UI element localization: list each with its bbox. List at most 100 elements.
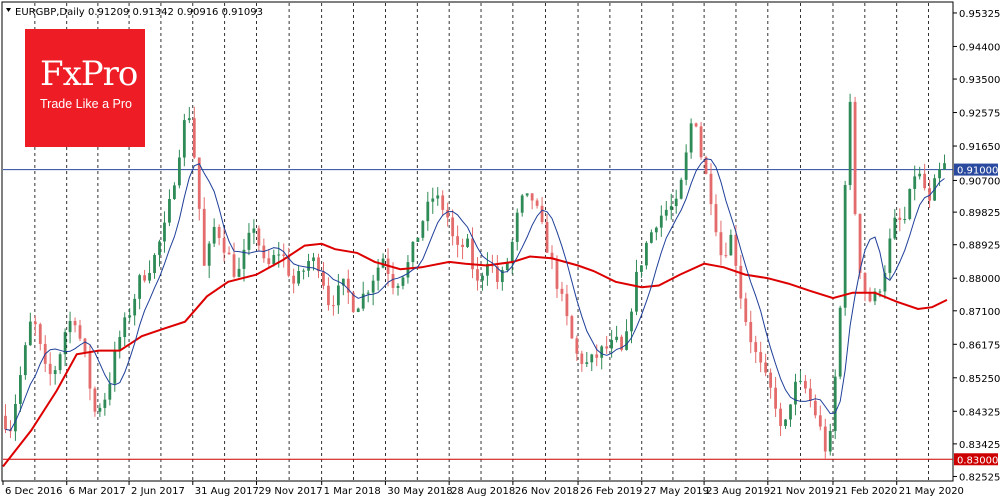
x-tick-label: 6 Dec 2016: [5, 486, 63, 497]
candle-body: [878, 291, 882, 293]
candle-body: [863, 273, 867, 294]
candle-body: [168, 198, 171, 223]
candle-body: [426, 201, 430, 222]
candle-body: [714, 204, 718, 233]
candle-body: [739, 265, 743, 299]
candle-body: [282, 254, 286, 256]
y-tick-label: 0.88925: [959, 241, 1000, 252]
candle-body: [575, 338, 579, 354]
y-tick-label: 0.93500: [959, 75, 1000, 86]
x-tick-label: 26 Feb 2019: [580, 486, 642, 497]
y-tick-label: 0.83425: [959, 440, 1000, 451]
candle-body: [565, 293, 569, 317]
candle-body: [898, 217, 902, 220]
candle-body: [853, 101, 857, 214]
y-tick-label: 0.95325: [959, 9, 1000, 20]
candle-body: [600, 346, 604, 358]
candle-body: [38, 324, 42, 344]
candle-body: [272, 255, 276, 264]
candle-body: [302, 270, 305, 272]
candle-body: [182, 120, 186, 158]
candle-body: [327, 285, 330, 306]
candle-body: [356, 308, 360, 313]
candle-body: [560, 288, 564, 294]
level-label-box: [954, 453, 998, 466]
candle-body: [78, 325, 82, 339]
candle-body: [232, 254, 236, 277]
candle-body: [888, 238, 892, 273]
candle-body: [466, 238, 469, 248]
candle-body: [828, 430, 832, 452]
candle-body: [118, 337, 122, 350]
level-label: 0.91000: [957, 166, 998, 177]
candle-body: [630, 311, 633, 332]
candle-body: [197, 157, 201, 209]
candle-body: [938, 169, 941, 179]
candle-body: [346, 278, 350, 293]
candle-body: [719, 232, 723, 256]
candle-body: [312, 257, 315, 261]
candle-body: [515, 212, 519, 242]
candle-body: [98, 407, 102, 412]
candle-body: [436, 195, 440, 199]
candle-body: [177, 157, 181, 186]
candle-body: [158, 241, 161, 255]
candle-body: [341, 278, 345, 286]
candle-body: [555, 259, 559, 289]
candle-body: [774, 387, 777, 409]
candle-body: [48, 363, 52, 375]
candle-body: [68, 320, 72, 333]
candle-body: [421, 221, 425, 238]
candle-body: [63, 332, 67, 355]
candle-body: [217, 226, 221, 239]
candle-body: [615, 336, 618, 340]
candle-body: [923, 173, 927, 189]
candle-body: [103, 399, 107, 408]
candle-body: [649, 232, 653, 243]
candle-body: [540, 205, 544, 222]
candle-body: [535, 200, 539, 206]
candle-body: [297, 271, 301, 284]
levels: 0.91000 0.83000: [3, 163, 998, 466]
candle-body: [207, 243, 211, 266]
candle-body: [525, 193, 529, 196]
candle-body: [237, 268, 241, 277]
candle-body: [580, 353, 584, 364]
candle-body: [808, 388, 812, 401]
y-tick-label: 0.82525: [959, 472, 1000, 483]
candle-body: [813, 400, 817, 416]
candle-body: [23, 345, 27, 376]
candle-body: [550, 252, 554, 260]
candle-body: [908, 188, 912, 220]
candle-body: [500, 270, 504, 282]
moving-averages: [2, 158, 948, 468]
candle-body: [391, 273, 395, 288]
candle-body: [332, 305, 335, 307]
candle-body: [903, 219, 907, 221]
candle-body: [789, 404, 792, 420]
candle-body: [843, 185, 847, 308]
candle-body: [709, 173, 713, 205]
candle-body: [287, 255, 291, 276]
candle-body: [873, 291, 877, 302]
ma-short-line: [5, 158, 945, 431]
candle-body: [396, 285, 400, 288]
candle-body: [267, 258, 271, 264]
candle-body: [694, 123, 698, 127]
candle-body: [138, 275, 142, 299]
level-label-box: [954, 163, 998, 176]
ma-long-line: [2, 242, 948, 468]
candle-body: [336, 285, 340, 306]
candle-body: [520, 195, 524, 213]
candle-body: [317, 257, 320, 272]
candle-body: [486, 263, 489, 276]
x-tick-label: 1 Mar 2018: [324, 486, 381, 497]
candle-body: [635, 271, 638, 312]
candle-body: [530, 193, 534, 201]
y-tick-label: 0.94400: [959, 42, 1000, 53]
candle-body: [928, 188, 932, 201]
candle-body: [4, 415, 7, 430]
chart-header: EURGBP,Daily 0.91209 0.91342 0.90916 0.9…: [6, 7, 263, 18]
